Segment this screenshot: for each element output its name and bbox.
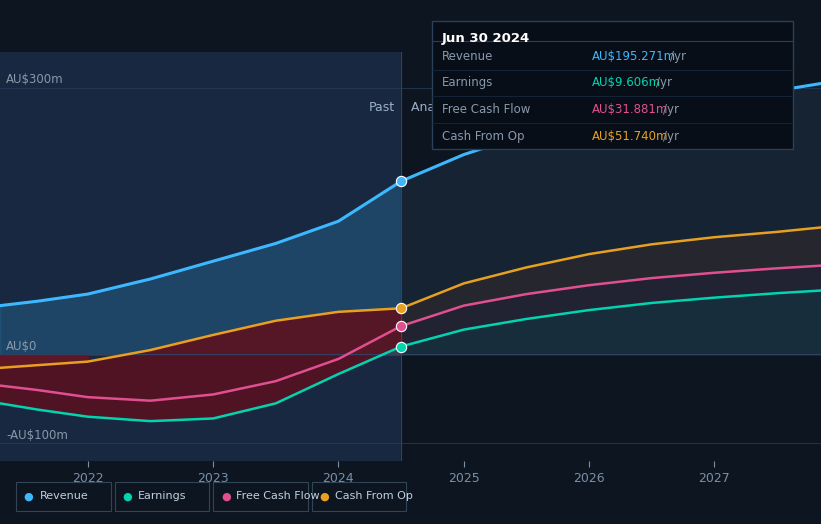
Text: Jun 30 2024: Jun 30 2024 (442, 32, 530, 46)
Text: Past: Past (369, 101, 395, 114)
Text: AU$31.881m: AU$31.881m (592, 103, 668, 116)
Text: AU$300m: AU$300m (7, 73, 64, 86)
Text: ●: ● (319, 492, 329, 501)
Point (395, 322, 408, 330)
Text: AU$195.271m: AU$195.271m (592, 50, 676, 63)
Text: ●: ● (221, 492, 231, 501)
Text: AU$0: AU$0 (7, 340, 38, 353)
Text: Free Cash Flow: Free Cash Flow (442, 103, 530, 116)
Text: Cash From Op: Cash From Op (335, 492, 413, 501)
Text: Cash From Op: Cash From Op (442, 129, 524, 143)
Text: AU$51.740m: AU$51.740m (592, 129, 668, 143)
Text: AU$9.606m: AU$9.606m (592, 77, 661, 90)
Text: ●: ● (122, 492, 132, 501)
Text: ●: ● (24, 492, 34, 501)
Text: -AU$100m: -AU$100m (7, 429, 68, 442)
Text: /yr: /yr (657, 77, 672, 90)
Text: Analysts Forecasts: Analysts Forecasts (411, 101, 528, 114)
Text: Revenue: Revenue (39, 492, 88, 501)
Bar (0, 52, 401, 461)
Text: Revenue: Revenue (442, 50, 493, 63)
Bar (401, 52, 821, 461)
Text: Earnings: Earnings (442, 77, 493, 90)
Text: Earnings: Earnings (138, 492, 186, 501)
Point (395, 304, 408, 312)
Text: /yr: /yr (663, 103, 679, 116)
Text: Free Cash Flow: Free Cash Flow (236, 492, 320, 501)
Text: /yr: /yr (671, 50, 686, 63)
Point (395, 177, 408, 185)
Text: /yr: /yr (663, 129, 679, 143)
Point (395, 342, 408, 351)
